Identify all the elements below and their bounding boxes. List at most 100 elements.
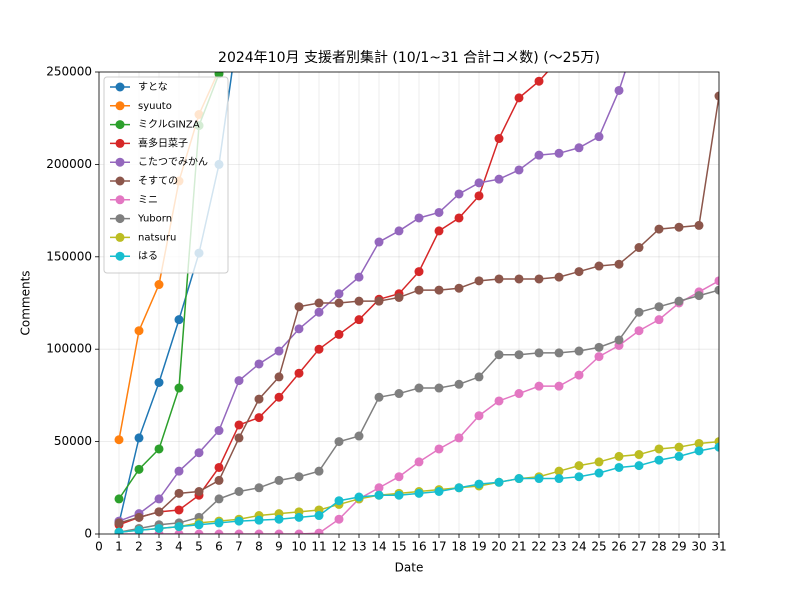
legend-marker xyxy=(115,195,125,205)
data-point xyxy=(334,329,344,339)
data-point xyxy=(234,516,244,526)
data-point xyxy=(234,376,244,386)
data-point xyxy=(394,389,404,399)
data-point xyxy=(654,455,664,465)
data-point xyxy=(614,85,624,95)
data-point xyxy=(534,150,544,160)
data-point xyxy=(194,529,204,534)
data-point xyxy=(235,18,244,27)
x-tick-label: 8 xyxy=(255,540,263,554)
x-tick-label: 27 xyxy=(631,540,646,554)
data-point xyxy=(554,474,564,484)
x-axis-label: Date xyxy=(395,561,424,575)
data-point xyxy=(134,525,144,534)
x-tick-label: 9 xyxy=(275,540,283,554)
data-point xyxy=(694,220,704,230)
data-point xyxy=(634,450,644,460)
data-point xyxy=(594,352,604,362)
legend-box xyxy=(103,76,229,274)
data-point xyxy=(434,486,444,496)
data-point xyxy=(294,324,304,334)
legend-marker xyxy=(115,214,125,224)
data-point xyxy=(274,372,284,382)
x-tick-label: 29 xyxy=(671,540,686,554)
data-point xyxy=(154,377,164,387)
data-point xyxy=(314,466,324,476)
data-point xyxy=(574,267,584,277)
data-point xyxy=(534,348,544,358)
legend-marker xyxy=(115,251,125,261)
data-point xyxy=(174,505,184,515)
x-tick-label: 12 xyxy=(331,540,346,554)
x-tick-label: 19 xyxy=(471,540,486,554)
data-point xyxy=(554,348,564,358)
data-point xyxy=(474,178,484,188)
data-point xyxy=(654,224,664,234)
x-tick-label: 15 xyxy=(391,540,406,554)
data-point xyxy=(354,431,364,441)
data-point xyxy=(374,296,384,306)
x-tick-label: 7 xyxy=(235,540,243,554)
legend-label: そすての xyxy=(138,175,178,187)
data-point xyxy=(214,462,224,472)
data-point xyxy=(174,383,184,393)
data-point xyxy=(414,383,424,393)
data-point xyxy=(294,472,304,482)
data-point xyxy=(614,451,624,461)
data-point xyxy=(134,512,144,522)
x-tick-label: 0 xyxy=(95,540,103,554)
y-tick-label: 250000 xyxy=(46,65,92,79)
data-point xyxy=(134,464,144,474)
x-tick-label: 25 xyxy=(591,540,606,554)
data-point xyxy=(434,207,444,217)
legend-marker xyxy=(115,101,125,111)
y-tick-label: 50000 xyxy=(54,434,92,448)
data-point xyxy=(274,529,284,534)
data-point xyxy=(414,285,424,295)
data-point xyxy=(554,148,564,158)
data-point xyxy=(454,379,464,389)
y-axis-label: Comments xyxy=(19,270,33,335)
data-point xyxy=(334,496,344,506)
data-point xyxy=(714,91,719,101)
data-point xyxy=(314,511,324,521)
data-point xyxy=(154,280,164,290)
data-point xyxy=(194,520,204,530)
data-point xyxy=(114,527,124,534)
x-tick-label: 30 xyxy=(691,540,706,554)
data-point xyxy=(394,490,404,500)
data-point xyxy=(394,292,404,302)
data-point xyxy=(314,344,324,354)
data-point xyxy=(574,346,584,356)
data-point xyxy=(214,518,224,528)
data-point xyxy=(714,276,719,286)
data-point xyxy=(214,529,224,534)
data-point xyxy=(214,475,224,485)
data-point xyxy=(314,307,324,317)
data-point xyxy=(594,132,604,142)
x-tick-label: 17 xyxy=(431,540,446,554)
data-point xyxy=(694,291,704,301)
data-point xyxy=(414,267,424,277)
legend-label: こたつでみかん xyxy=(138,156,208,168)
data-point xyxy=(514,165,524,175)
data-point xyxy=(414,457,424,467)
legend-marker xyxy=(115,157,125,167)
data-point xyxy=(474,276,484,286)
data-point xyxy=(174,315,184,325)
data-point xyxy=(214,494,224,504)
data-point xyxy=(594,468,604,478)
data-point xyxy=(274,475,284,485)
x-tick-label: 18 xyxy=(451,540,466,554)
data-point xyxy=(134,433,144,443)
data-point xyxy=(234,486,244,496)
data-point xyxy=(174,488,184,498)
x-tick-label: 3 xyxy=(155,540,163,554)
x-tick-label: 5 xyxy=(195,540,203,554)
data-point xyxy=(174,522,184,532)
data-point xyxy=(154,444,164,454)
data-point xyxy=(614,462,624,472)
data-point xyxy=(534,381,544,391)
data-point xyxy=(714,442,719,452)
